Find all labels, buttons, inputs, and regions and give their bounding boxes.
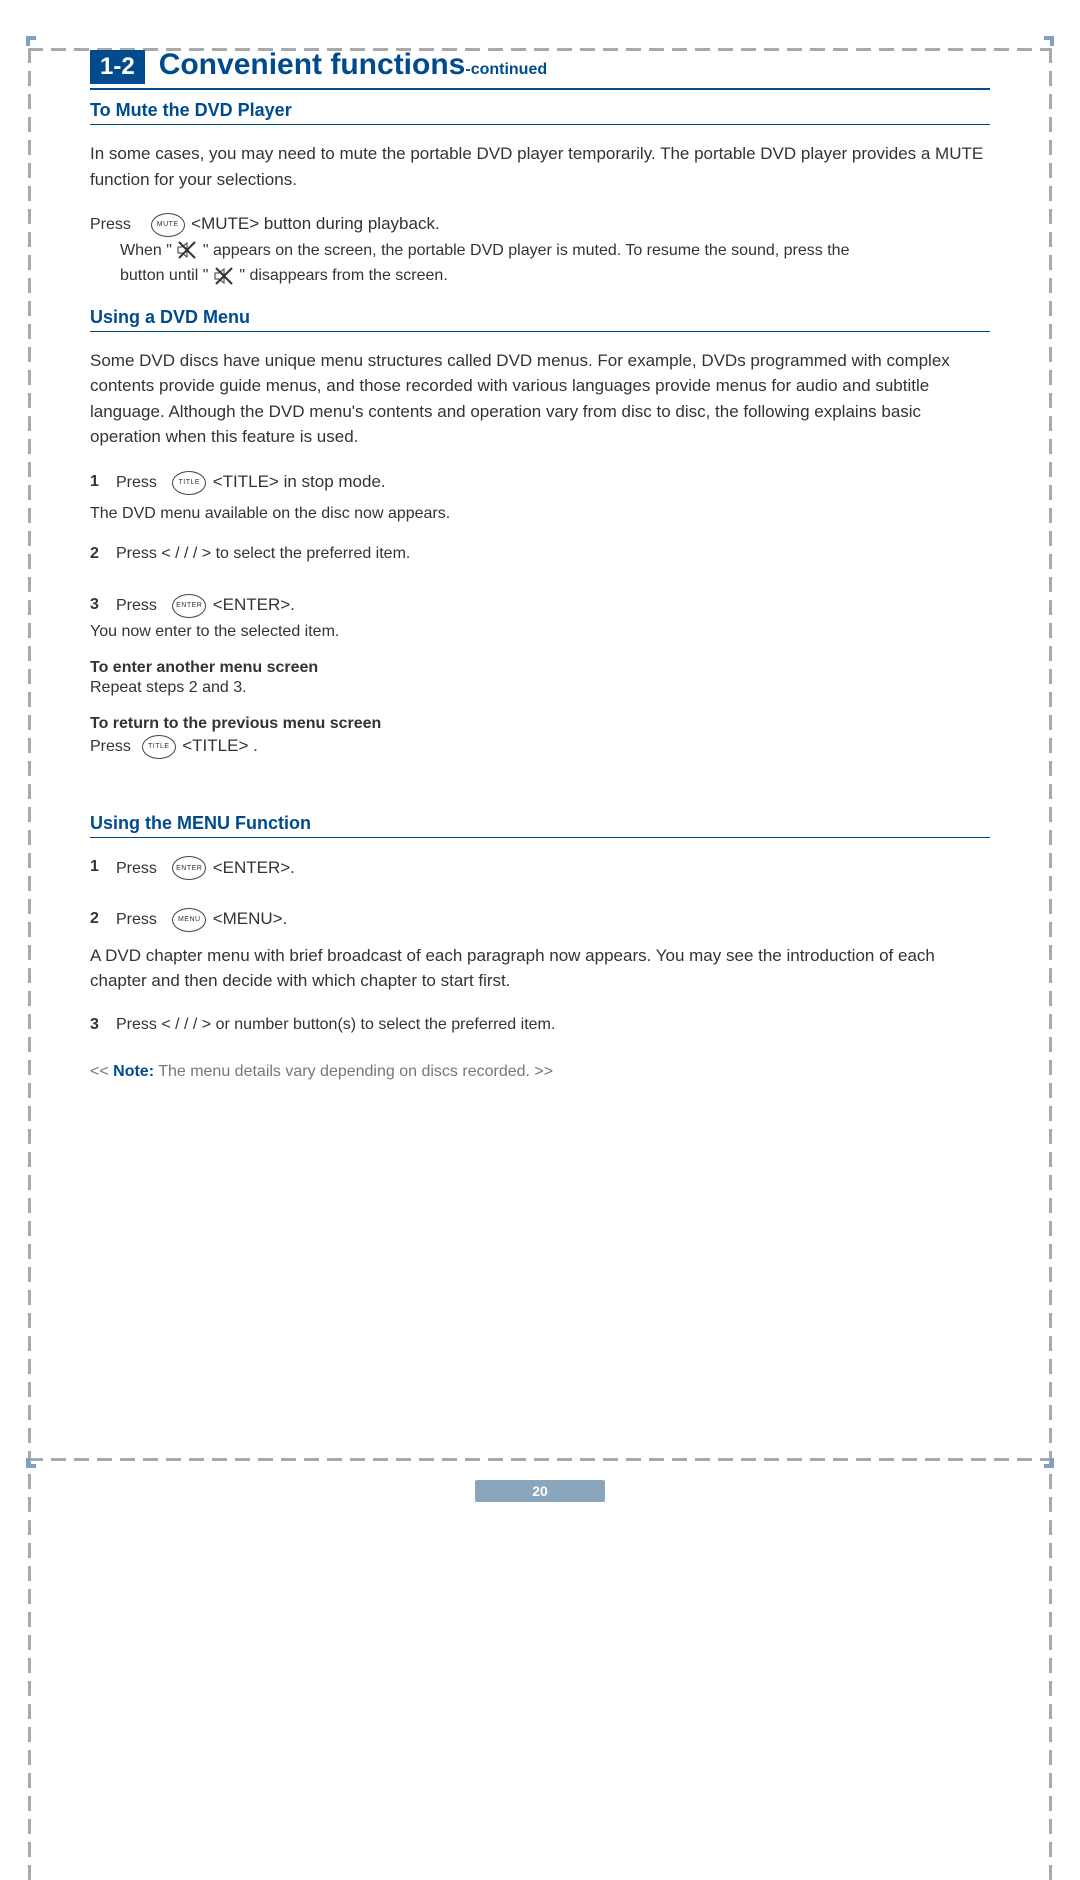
- enter-button-tag: <ENTER>.: [213, 595, 295, 614]
- enter-button-label: ENTER: [176, 600, 202, 611]
- mute-button-tag: <MUTE> button during playback.: [191, 214, 440, 233]
- enter-another-body: Repeat steps 2 and 3.: [90, 679, 990, 697]
- menu-button-label: MENU: [178, 914, 201, 925]
- step-number: 3: [90, 1016, 106, 1034]
- press-label: Press: [116, 597, 157, 614]
- mute-line2b: " appears on the screen, the portable DV…: [203, 242, 850, 259]
- return-body: Press TITLE <TITLE> .: [90, 735, 990, 759]
- enter-button-label: ENTER: [176, 863, 202, 874]
- press-label: Press: [116, 474, 157, 491]
- enter-button-icon: ENTER: [172, 856, 206, 880]
- enter-another-heading: To enter another menu screen: [90, 659, 990, 677]
- subhead-dvd-menu: Using a DVD Menu: [90, 307, 990, 332]
- step-2: 2 Press < / / / > to select the preferre…: [90, 541, 990, 567]
- mute-line3b: " disappears from the screen.: [239, 267, 447, 284]
- mute-instruction: Press MUTE <MUTE> button during playback…: [90, 210, 990, 289]
- title-button-tag: <TITLE> .: [182, 736, 258, 755]
- step-number: 3: [90, 596, 106, 614]
- menu-button-tag: <MENU>.: [213, 909, 288, 928]
- section-continued: -continued: [465, 61, 547, 78]
- section-header: 1-2 Convenient functions-continued: [90, 48, 990, 90]
- title-button-label: TITLE: [148, 743, 170, 750]
- menu-step3-text: Press < / / / > or number button(s) to s…: [116, 1012, 555, 1038]
- speaker-muted-icon: [176, 239, 198, 261]
- step3-after: You now enter to the selected item.: [90, 623, 990, 641]
- note-prefix: <<: [90, 1063, 113, 1080]
- menu-fn-after: A DVD chapter menu with brief broadcast …: [90, 943, 990, 994]
- press-label: Press: [116, 860, 157, 877]
- step-number: 2: [90, 545, 106, 563]
- dvd-menu-intro: Some DVD discs have unique menu structur…: [90, 348, 990, 450]
- mute-line3a: button until ": [120, 267, 208, 284]
- section-title-text: Convenient functions: [159, 48, 466, 81]
- mute-button-label: MUTE: [157, 219, 179, 230]
- enter-button-icon: ENTER: [172, 594, 206, 618]
- press-label: Press: [90, 216, 131, 233]
- step2-text: Press < / / / > to select the preferred …: [116, 541, 410, 567]
- section-title: Convenient functions-continued: [159, 48, 547, 82]
- speaker-muted-icon: [213, 265, 235, 287]
- press-label: Press: [116, 911, 157, 928]
- page-number: 20: [475, 1480, 605, 1502]
- step-1: 1 Press TITLE <TITLE> in stop mode.: [90, 468, 990, 496]
- title-button-icon: TITLE: [172, 471, 206, 495]
- note-text: The menu details vary depending on discs…: [154, 1063, 553, 1080]
- enter-button-tag: <ENTER>.: [213, 858, 295, 877]
- mute-line2a: When ": [120, 242, 172, 259]
- mute-button-icon: MUTE: [151, 213, 185, 237]
- step-number: 2: [90, 910, 106, 928]
- step-3: 3 Press ENTER <ENTER>.: [90, 591, 990, 619]
- title-button-icon: TITLE: [142, 735, 176, 759]
- note-label: Note:: [113, 1063, 154, 1080]
- subhead-mute: To Mute the DVD Player: [90, 100, 990, 125]
- menu-step-1: 1 Press ENTER <ENTER>.: [90, 854, 990, 882]
- title-button-label: TITLE: [178, 477, 200, 488]
- return-heading: To return to the previous menu screen: [90, 715, 990, 733]
- note: << Note: The menu details vary depending…: [90, 1063, 990, 1081]
- menu-step-3: 3 Press < / / / > or number button(s) to…: [90, 1012, 990, 1038]
- menu-step-2: 2 Press MENU <MENU>.: [90, 905, 990, 933]
- press-label: Press: [90, 738, 131, 755]
- step-number: 1: [90, 858, 106, 876]
- title-button-tag: <TITLE> in stop mode.: [213, 472, 386, 491]
- step-number: 1: [90, 473, 106, 491]
- section-number: 1-2: [90, 50, 145, 84]
- step1-after: The DVD menu available on the disc now a…: [90, 505, 990, 523]
- menu-button-icon: MENU: [172, 908, 206, 932]
- mute-intro: In some cases, you may need to mute the …: [90, 141, 990, 192]
- page-content: 1-2 Convenient functions-continued To Mu…: [40, 30, 1040, 1091]
- subhead-menu-fn: Using the MENU Function: [90, 813, 990, 838]
